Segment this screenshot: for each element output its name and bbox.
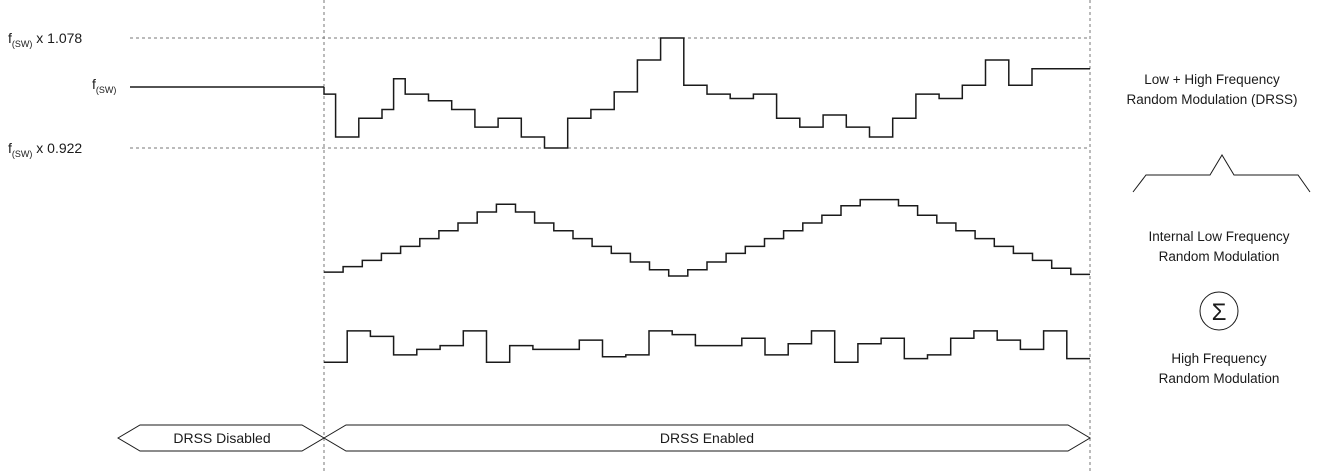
- combined-modulation-waveform: [323, 37, 1090, 149]
- summation-symbol: Σ: [1212, 299, 1227, 326]
- drss-disabled-label: DRSS Disabled: [173, 430, 270, 446]
- combine-bracket-icon: [1132, 154, 1311, 193]
- low-frequency-label-line1: Internal Low Frequency: [1148, 229, 1289, 244]
- lower-limit-label: f(SW) x 0.922: [8, 140, 82, 159]
- nominal-frequency-label: f(SW): [92, 76, 116, 95]
- high-frequency-modulation-waveform: [324, 330, 1090, 364]
- low-frequency-label-line2: Random Modulation: [1159, 249, 1280, 264]
- combined-modulation-label-line1: Low + High Frequency: [1144, 72, 1280, 87]
- drss-enabled-label: DRSS Enabled: [660, 430, 754, 446]
- low-frequency-modulation-waveform: [324, 198, 1090, 277]
- high-frequency-label-line2: Random Modulation: [1159, 371, 1280, 386]
- summation-icon: [1199, 291, 1239, 331]
- drss-enabled-bar: [323, 424, 1091, 452]
- upper-limit-label: f(SW) x 1.078: [8, 30, 82, 49]
- combined-modulation-label-line2: Random Modulation (DRSS): [1126, 92, 1297, 107]
- high-frequency-label-line1: High Frequency: [1171, 351, 1267, 366]
